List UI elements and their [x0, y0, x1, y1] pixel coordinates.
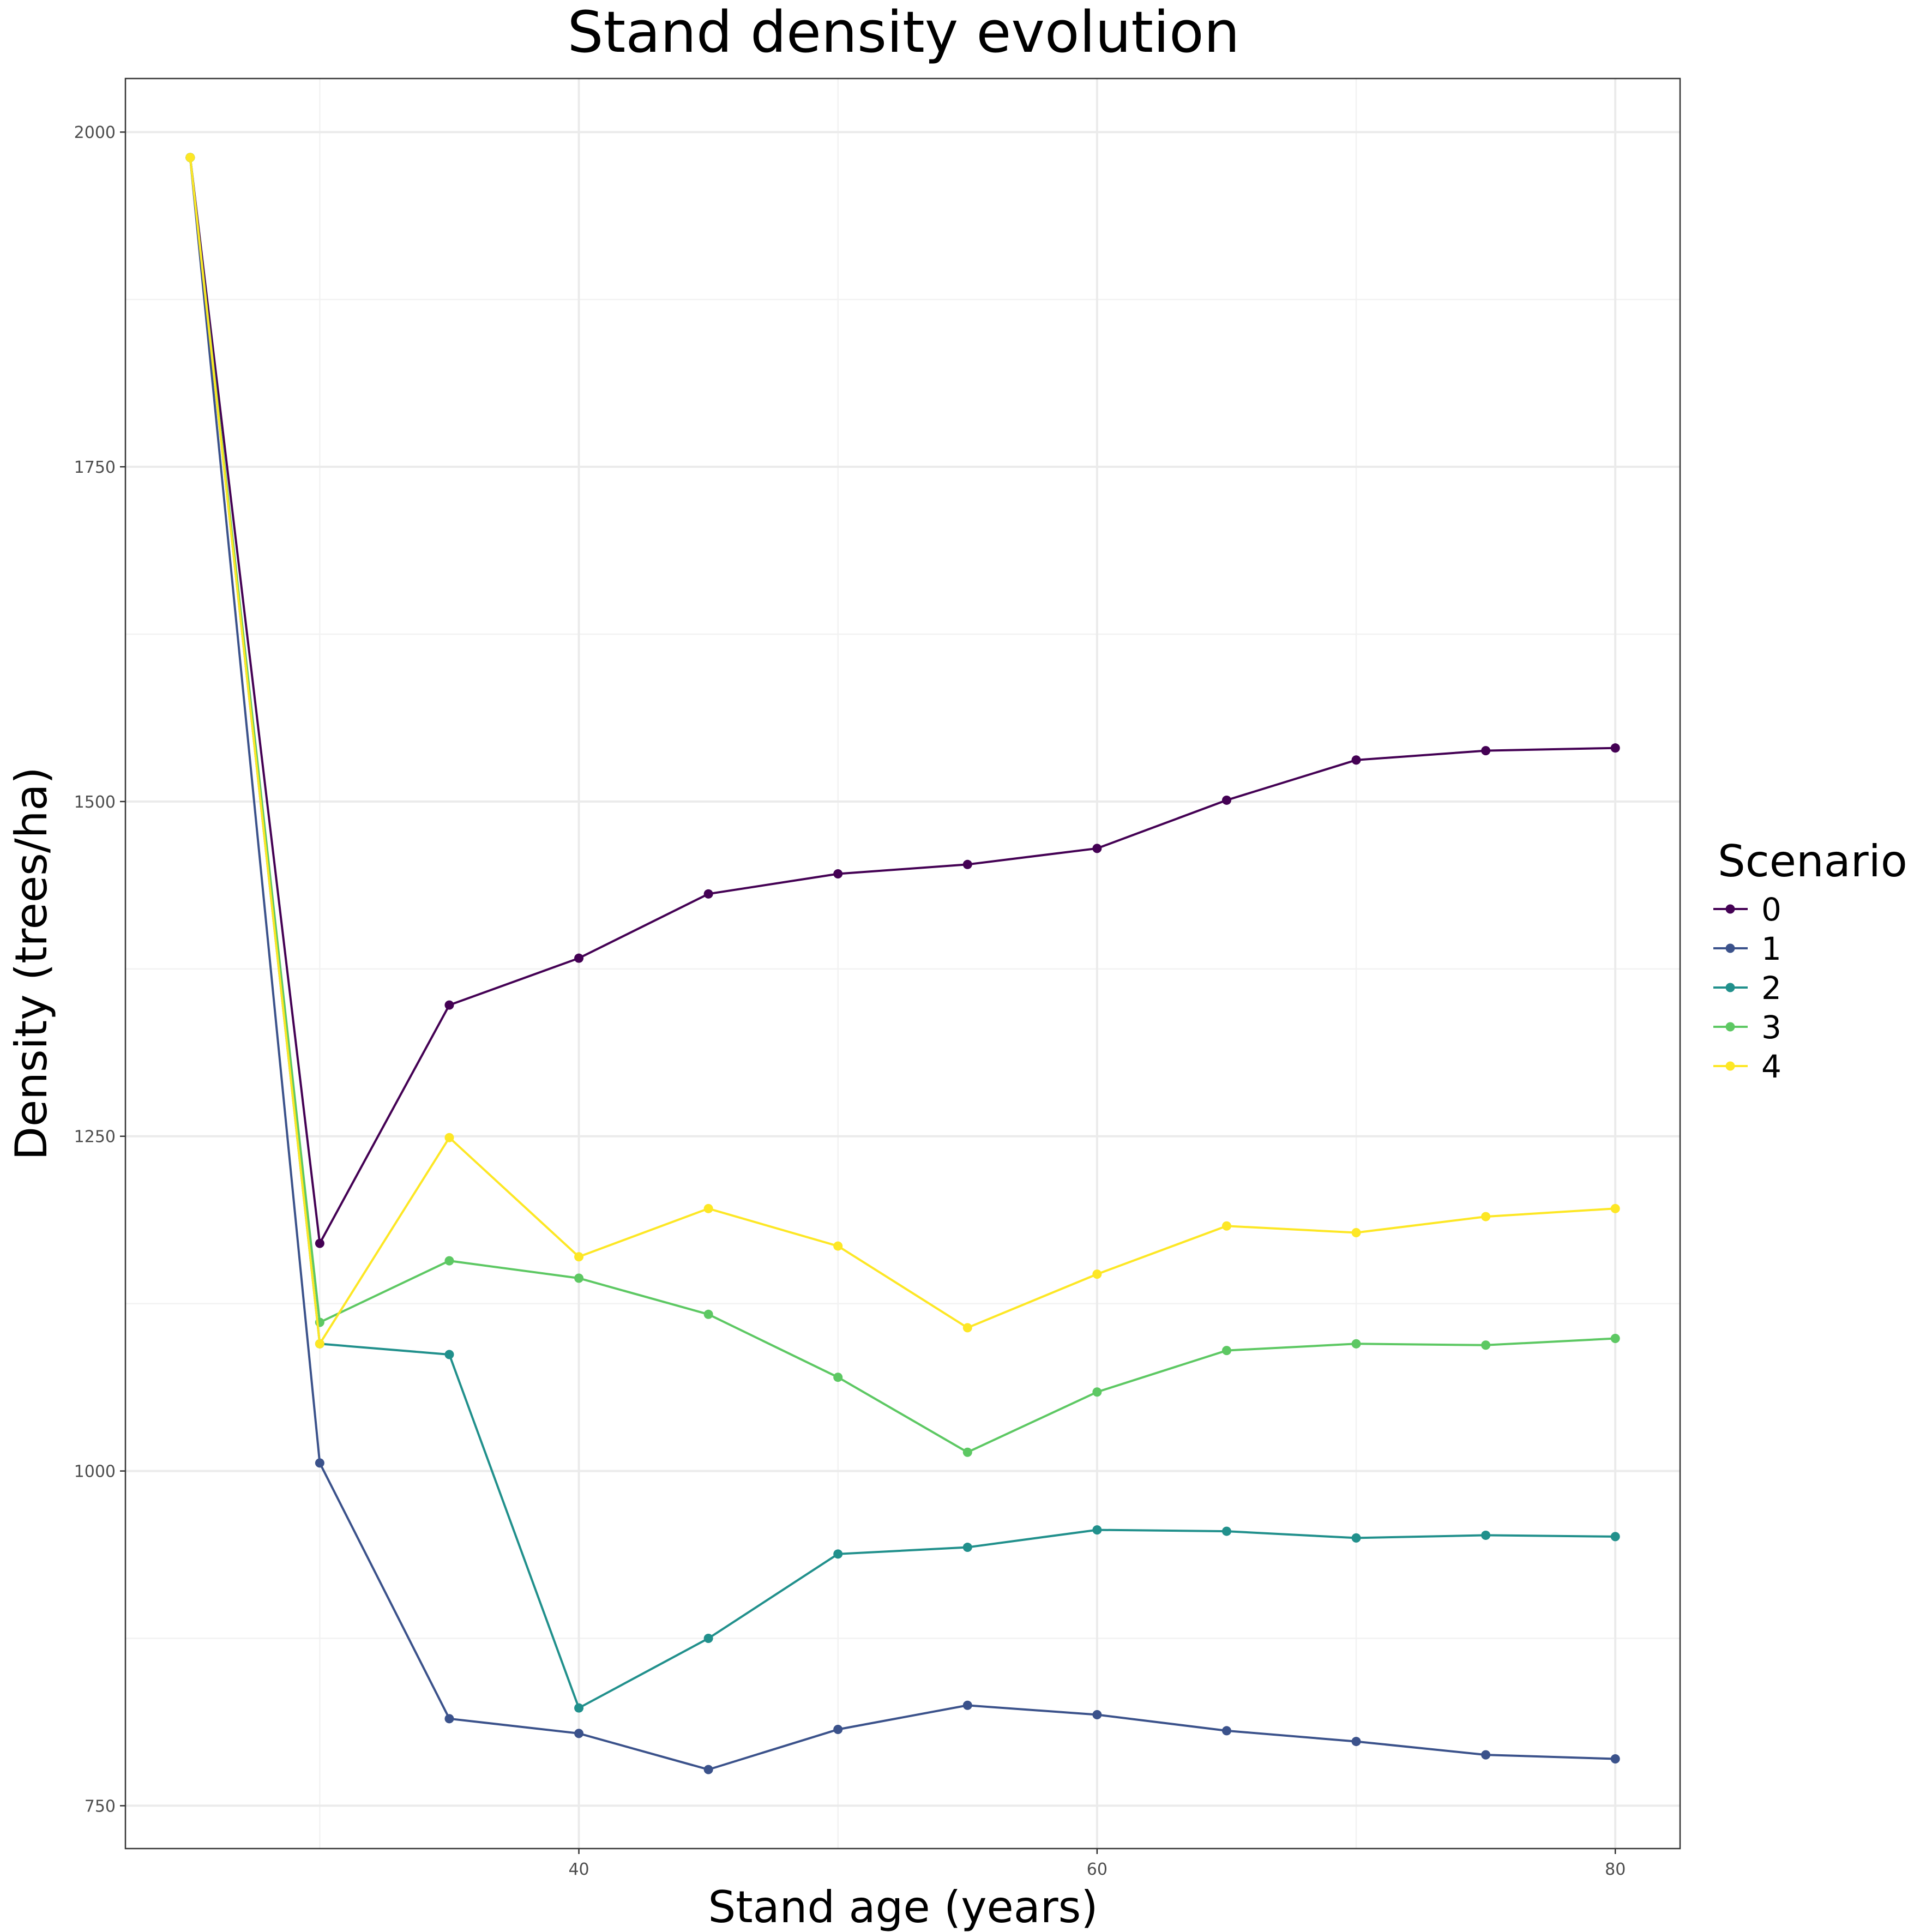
legend-key-point — [1725, 1061, 1735, 1071]
data-point — [1351, 1533, 1361, 1543]
data-point — [1481, 746, 1491, 756]
series-line — [189, 157, 1616, 1771]
data-point — [1481, 1530, 1491, 1540]
data-point — [315, 1458, 324, 1468]
data-point — [703, 889, 713, 899]
data-point — [185, 153, 195, 162]
data-point — [444, 1256, 454, 1266]
series-2 — [185, 153, 1620, 1713]
data-point — [1351, 755, 1361, 765]
y-tick-label: 2000 — [74, 123, 116, 142]
series-3 — [185, 153, 1620, 1457]
legend-key-point — [1725, 904, 1735, 914]
data-point — [833, 869, 843, 878]
data-point — [703, 1203, 713, 1213]
legend-label: 3 — [1761, 1009, 1781, 1046]
data-point — [1221, 1726, 1231, 1736]
legend-label: 1 — [1761, 930, 1781, 967]
x-tick-label: 40 — [568, 1860, 589, 1879]
series-line — [189, 157, 1616, 1710]
data-point — [703, 1634, 713, 1644]
data-point — [1481, 1340, 1491, 1350]
axes: 750 1000 1250 1500 1750 2000 40 60 80 — [74, 123, 1626, 1879]
data-point — [1610, 743, 1620, 753]
grid — [125, 79, 1680, 1849]
data-point — [1092, 1710, 1102, 1719]
data-point — [574, 1729, 584, 1738]
data-point — [1351, 1339, 1361, 1349]
data-point — [1092, 844, 1102, 853]
series-1 — [185, 153, 1620, 1774]
x-tick-label: 60 — [1087, 1860, 1108, 1879]
data-point — [962, 1543, 972, 1552]
data-point — [1221, 1346, 1231, 1356]
data-point — [1221, 795, 1231, 805]
data-point — [1351, 1228, 1361, 1238]
data-point — [574, 1273, 584, 1283]
data-point — [444, 1714, 454, 1724]
data-point — [833, 1241, 843, 1251]
data-point — [1610, 1203, 1620, 1213]
legend-item-2: 2 — [1713, 970, 1781, 1007]
y-tick-label: 1250 — [74, 1128, 116, 1147]
legend-label: 4 — [1761, 1048, 1781, 1085]
data-point — [444, 1000, 454, 1010]
data-point — [1481, 1750, 1491, 1760]
y-tick-label: 1750 — [74, 458, 116, 477]
series-4 — [185, 153, 1620, 1349]
data-point — [1481, 1212, 1491, 1221]
y-tick-label: 1000 — [74, 1462, 116, 1482]
data-point — [1610, 1334, 1620, 1344]
data-point — [1092, 1269, 1102, 1279]
data-point — [833, 1724, 843, 1734]
data-point — [833, 1373, 843, 1382]
series-line — [189, 157, 1616, 1454]
legend-key-point — [1725, 983, 1735, 992]
legend-item-0: 0 — [1713, 891, 1781, 928]
data-point — [1610, 1754, 1620, 1764]
data-point — [1610, 1532, 1620, 1542]
legend-item-4: 4 — [1713, 1048, 1781, 1085]
data-point — [315, 1238, 324, 1248]
series-line — [189, 157, 1616, 1347]
data-point — [703, 1765, 713, 1774]
y-tick-label: 1500 — [74, 793, 116, 812]
series-0 — [185, 153, 1620, 1248]
x-axis-title: Stand age (years) — [708, 1882, 1098, 1932]
data-point — [574, 1703, 584, 1713]
data-point — [1221, 1221, 1231, 1231]
data-point — [833, 1549, 843, 1559]
legend-label: 2 — [1761, 970, 1781, 1007]
data-point — [444, 1133, 454, 1142]
data-point — [574, 953, 584, 963]
series-line — [189, 157, 1616, 1247]
data-point — [962, 1700, 972, 1710]
data-point — [962, 1323, 972, 1333]
legend-key-point — [1725, 943, 1735, 953]
data-point — [315, 1339, 324, 1349]
data-point — [1221, 1526, 1231, 1536]
data-point — [962, 859, 972, 869]
legend-title: Scenario — [1718, 836, 1907, 887]
legend-key-point — [1725, 1022, 1735, 1032]
chart-title: Stand density evolution — [567, 0, 1239, 65]
series-group — [185, 153, 1620, 1774]
data-point — [703, 1309, 713, 1319]
data-point — [1351, 1737, 1361, 1747]
data-point — [1092, 1525, 1102, 1535]
legend-item-3: 3 — [1713, 1009, 1781, 1046]
data-point — [444, 1350, 454, 1359]
y-axis-title: Density (trees/ha) — [6, 767, 57, 1160]
data-point — [574, 1252, 584, 1262]
data-point — [1092, 1387, 1102, 1397]
y-tick-label: 750 — [85, 1797, 116, 1816]
legend-item-1: 1 — [1713, 930, 1781, 967]
plot-panel-border — [124, 77, 1681, 1850]
x-tick-label: 80 — [1605, 1860, 1626, 1879]
legend-label: 0 — [1761, 891, 1781, 928]
data-point — [962, 1447, 972, 1457]
